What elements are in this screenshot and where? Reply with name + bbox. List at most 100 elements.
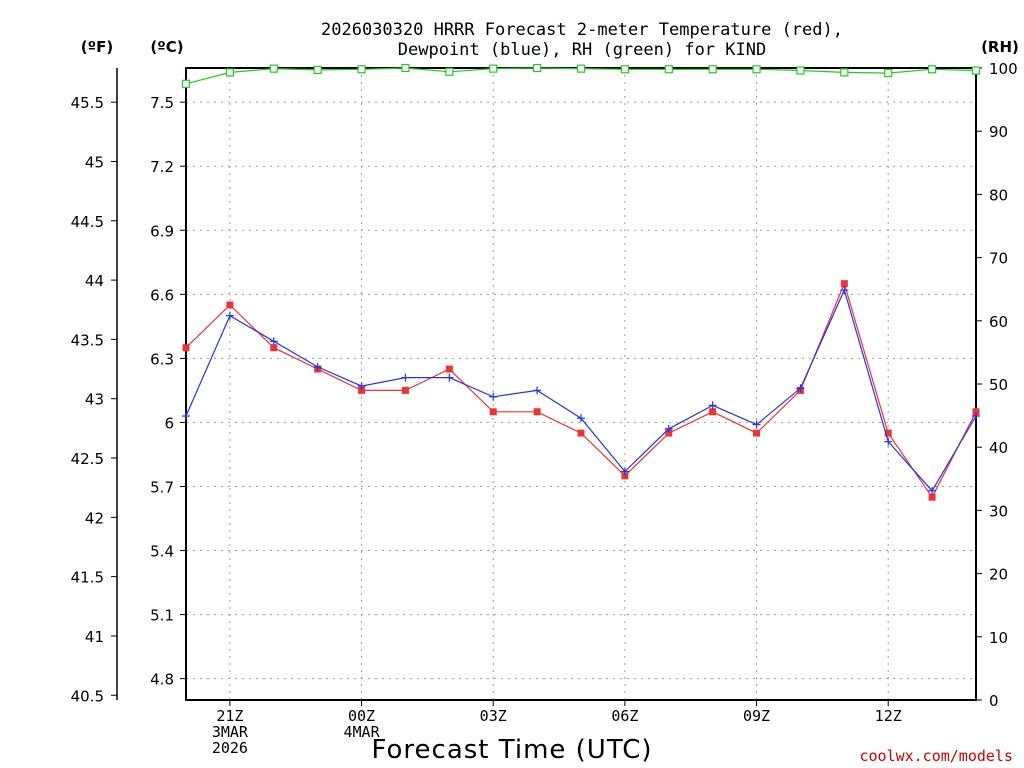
celsius-tick-label: 7.5 (150, 94, 174, 112)
dewpoint-point (708, 401, 717, 410)
temperature-point (840, 280, 848, 288)
fahrenheit-axis-ticks: 40.5 41 41.5 42 42.5 43 43.5 44 44.5 45 45.5 (71, 94, 117, 705)
time-tick-label: 3MAR (212, 723, 249, 741)
temperature-point (270, 344, 278, 352)
rh-point (664, 65, 673, 74)
time-tick-label: 09Z (743, 707, 770, 725)
fahrenheit-tick-label: 44.5 (71, 213, 104, 231)
rh-tick-label: 50 (989, 376, 1008, 394)
rh-point (928, 65, 937, 74)
rh-tick-label: 0 (989, 692, 999, 710)
axes (116, 67, 977, 701)
fahrenheit-tick-label: 40.5 (71, 687, 104, 705)
temperature-point (709, 408, 717, 416)
grid-lines (186, 68, 976, 700)
rh-point (269, 64, 278, 73)
celsius-tick-label: 4.8 (150, 671, 174, 689)
rh-point (533, 63, 542, 73)
temperature-point (226, 301, 234, 309)
rh-series (181, 63, 981, 88)
rh-tick-label: 70 (989, 250, 1008, 268)
temperature-point (182, 344, 190, 352)
time-tick-label: 03Z (480, 707, 507, 725)
celsius-unit-label: (ºC) (150, 38, 183, 56)
temperature-point (665, 429, 673, 437)
rh-point (489, 64, 498, 73)
data-series (181, 63, 981, 501)
celsius-tick-label: 6 (164, 414, 174, 432)
dewpoint-point (182, 412, 190, 421)
temperature-point (533, 408, 541, 416)
rh-point (445, 67, 454, 76)
temperature-point (489, 408, 497, 416)
plot-frame (185, 67, 977, 701)
temperature-point (928, 493, 936, 501)
rh-point (181, 79, 191, 88)
time-tick-label: 00Z (348, 707, 375, 725)
rh-point (884, 68, 893, 78)
rh-tick-label: 40 (989, 439, 1008, 457)
fahrenheit-tick-label: 41 (85, 628, 104, 646)
dewpoint-point (972, 412, 980, 421)
time-tick-label: 06Z (611, 707, 638, 725)
fahrenheit-tick-label: 41.5 (71, 569, 104, 587)
fahrenheit-tick-label: 45 (85, 153, 104, 171)
fahrenheit-tick-label: 43.5 (71, 331, 104, 349)
chart-title: 2026030320 HRRR Forecast 2-meter Tempera… (321, 20, 843, 60)
dewpoint-point (840, 286, 849, 295)
dewpoint-point (752, 420, 761, 429)
credit-link[interactable]: coolwx.com/models (859, 747, 1013, 765)
dewpoint-point (664, 424, 673, 433)
fahrenheit-unit-label: (ºF) (81, 38, 113, 56)
dewpoint-point (401, 373, 410, 382)
temperature-point (401, 386, 409, 394)
title-line-1: 2026030320 HRRR Forecast 2-meter Tempera… (321, 20, 843, 40)
fahrenheit-tick-label: 44 (85, 272, 104, 290)
dewpoint-point (577, 414, 585, 423)
dewpoint-point (796, 384, 805, 393)
rh-point (401, 63, 410, 73)
rh-tick-label: 30 (989, 502, 1008, 520)
rh-point (620, 65, 629, 74)
temperature-series (182, 280, 980, 501)
fahrenheit-tick-label: 45.5 (71, 94, 104, 112)
x-axis-title: Forecast Time (UTC) (371, 735, 652, 765)
rh-point (752, 65, 761, 74)
dewpoint-point (533, 386, 542, 395)
temperature-point (884, 429, 892, 437)
rh-point (708, 65, 717, 74)
rh-tick-label: 90 (989, 123, 1008, 141)
rh-point (796, 66, 805, 75)
dewpoint-point (489, 392, 498, 401)
title-line-2: Dewpoint (blue), RH (green) for KIND (398, 40, 766, 60)
celsius-tick-label: 5.7 (150, 478, 174, 496)
celsius-axis-ticks: 4.8 5.1 5.4 5.7 6 6.3 6.6 6.9 7.2 7.5 (150, 94, 186, 689)
celsius-tick-label: 7.2 (150, 158, 174, 176)
celsius-tick-label: 6.6 (150, 286, 174, 304)
dewpoint-point (357, 382, 366, 391)
rh-point (313, 65, 322, 74)
dewpoint-point (313, 362, 322, 371)
rh-point (225, 68, 234, 77)
rh-tick-label: 10 (989, 629, 1008, 647)
temperature-line (185, 281, 977, 499)
dewpoint-point (620, 467, 629, 476)
rh-point (971, 66, 981, 75)
dewpoint-point (884, 437, 893, 446)
celsius-tick-label: 5.1 (150, 607, 174, 625)
celsius-tick-label: 6.9 (150, 222, 174, 240)
rh-axis-ticks: 0 10 20 30 40 50 60 70 80 90 100 (976, 60, 1018, 710)
temperature-point (577, 429, 585, 437)
dewpoint-point (225, 311, 234, 320)
fahrenheit-tick-label: 42.5 (71, 450, 104, 468)
temperature-point (753, 429, 761, 437)
dewpoint-point (928, 486, 937, 495)
rh-point (357, 65, 366, 74)
rh-unit-label: (RH) (981, 38, 1019, 56)
temperature-point (358, 386, 366, 394)
time-tick-label: 12Z (875, 707, 902, 725)
temperature-point (621, 472, 629, 480)
dewpoint-point (445, 373, 454, 382)
